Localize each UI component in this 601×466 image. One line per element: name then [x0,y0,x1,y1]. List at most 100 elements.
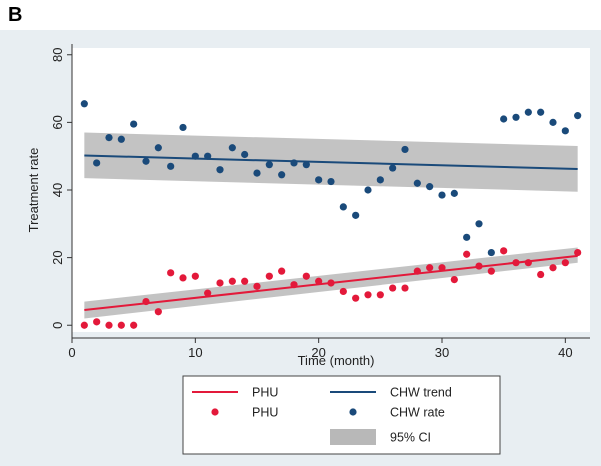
data-point-chw [105,133,113,142]
legend-label: 95% CI [390,431,431,445]
data-point-chw [167,162,175,170]
data-point-chw [537,108,545,116]
data-point-chw [339,203,347,211]
data-point-phu [117,321,125,329]
data-point-chw [549,118,557,126]
data-point-phu [487,267,495,275]
x-tick-label: 20 [311,345,325,360]
data-point-chw [512,113,520,121]
data-point-phu [154,308,162,316]
data-point-chw [475,220,483,228]
data-point-chw [130,120,138,128]
y-axis-title: Treatment rate [26,148,41,233]
data-point-chw [80,100,88,108]
data-point-chw [487,248,495,257]
data-point-chw [93,159,101,167]
data-point-chw [426,183,434,191]
data-point-phu [290,281,298,289]
data-point-phu [228,277,236,285]
legend-label: CHW trend [390,386,452,400]
data-point-chw [241,150,249,159]
legend-band-swatch [330,429,376,445]
data-point-chw [179,123,187,132]
data-point-phu [438,264,446,272]
data-point-phu [352,294,360,302]
data-point-chw [376,176,384,184]
data-point-phu [561,259,569,267]
data-point-phu [302,272,310,280]
x-tick-label: 40 [558,345,572,360]
y-tick-label: 0 [50,322,65,329]
data-point-chw [290,159,298,167]
data-point-phu [450,275,458,284]
data-point-phu [216,279,224,287]
data-point-chw [574,112,582,120]
data-point-chw [327,177,335,186]
data-point-chw [561,127,569,135]
data-point-chw [278,171,286,179]
data-point-chw [450,189,458,197]
data-point-phu [401,284,409,292]
data-point-phu [105,321,113,329]
data-point-phu [389,284,397,292]
data-point-phu [475,262,483,270]
legend-label: PHU [252,406,278,420]
data-point-phu [179,274,187,282]
data-point-phu [241,277,249,285]
data-point-chw [524,108,532,116]
data-point-phu [130,321,138,329]
data-point-chw [438,191,446,199]
data-point-chw [191,152,199,160]
data-point-phu [537,270,545,279]
data-point-phu [463,250,471,258]
data-point-chw [352,211,360,219]
data-point-chw [315,176,323,184]
x-tick-label: 30 [435,345,449,360]
data-point-phu [265,272,273,280]
legend-label: PHU [252,386,278,400]
data-point-chw [364,186,372,194]
trend-line-1 [84,154,578,171]
data-point-phu [364,291,372,299]
legend-label: CHW rate [390,406,445,420]
data-point-phu [426,264,434,272]
x-tick-label: 10 [188,345,202,360]
data-point-phu [574,248,582,257]
data-point-chw [204,152,212,160]
data-point-phu [315,277,323,285]
x-tick-label: 0 [68,345,75,360]
data-point-phu [339,287,347,296]
data-point-phu [512,259,520,267]
data-point-chw [389,164,397,172]
data-point-chw [463,233,471,241]
data-point-phu [142,297,150,306]
data-point-phu [191,272,199,280]
data-point-chw [216,166,224,174]
legend-dot-swatch [211,408,219,416]
x-axis-title: Time (month) [298,353,375,368]
panel-label: B [8,4,23,26]
data-point-phu [80,321,88,329]
data-point-phu [204,289,212,297]
data-point-chw [265,161,273,169]
data-point-phu [93,318,101,326]
data-point-chw [228,144,236,152]
data-point-phu [524,259,532,267]
y-tick-label: 60 [50,115,65,129]
legend-box [182,375,501,455]
data-point-chw [142,157,150,165]
y-tick-label: 80 [50,48,65,62]
data-point-chw [413,179,421,187]
data-point-phu [253,282,261,290]
data-point-phu [376,291,384,299]
data-point-chw [253,169,261,177]
data-point-phu [413,267,421,275]
y-tick-label: 20 [50,250,65,264]
data-point-chw [302,161,310,169]
data-point-chw [117,135,125,143]
data-point-phu [278,267,286,275]
data-point-phu [167,269,175,277]
data-point-phu [549,264,557,272]
legend-dot-swatch [349,408,357,416]
